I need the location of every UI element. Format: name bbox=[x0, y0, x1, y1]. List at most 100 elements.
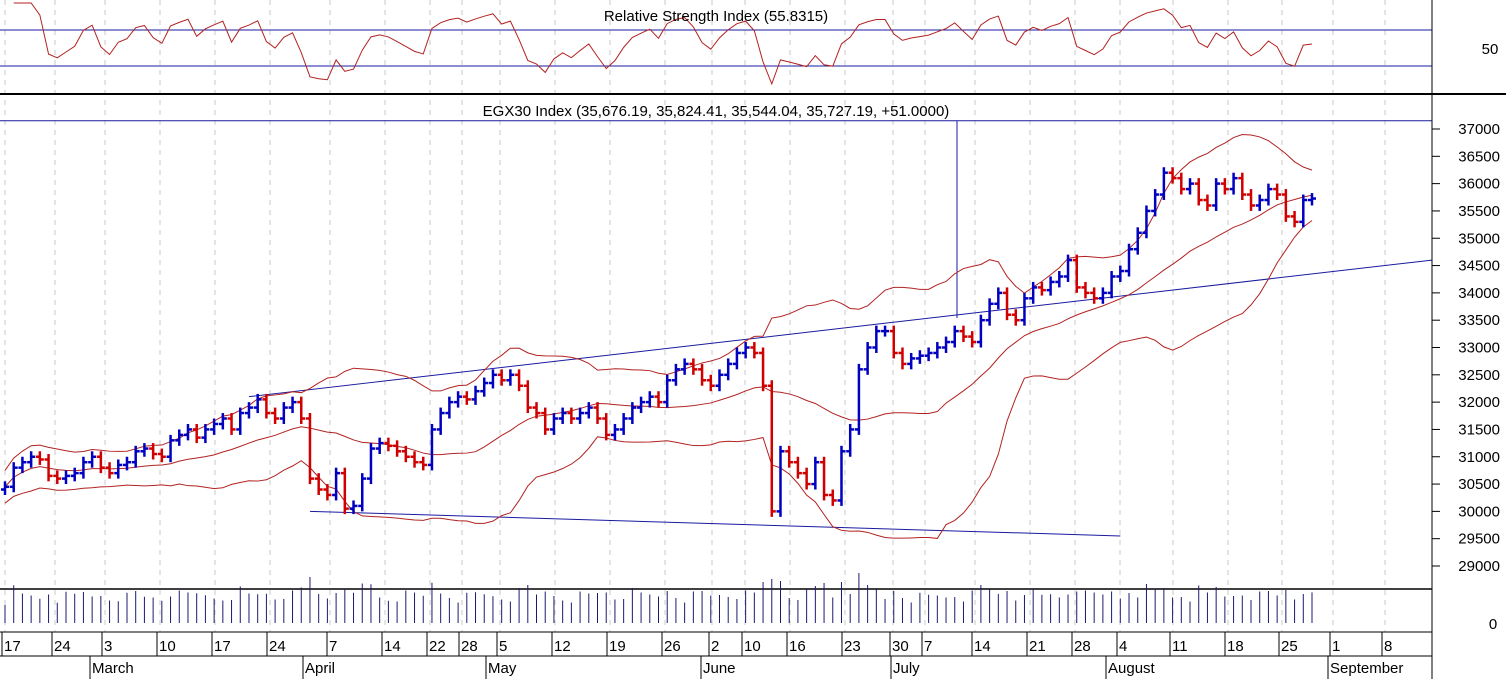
price-bar bbox=[1238, 172, 1247, 201]
price-bar bbox=[976, 314, 985, 348]
price-tick-label: 35000 bbox=[1458, 230, 1500, 247]
price-bar bbox=[1011, 309, 1020, 326]
price-bar bbox=[105, 462, 114, 479]
price-bar bbox=[968, 331, 977, 348]
day-label: 14 bbox=[384, 638, 401, 655]
price-tick-label: 32000 bbox=[1458, 394, 1500, 411]
price-bar bbox=[1247, 189, 1256, 211]
price-bar bbox=[759, 347, 768, 392]
price-bar bbox=[227, 413, 236, 435]
price-bar bbox=[942, 336, 951, 353]
price-bar bbox=[915, 350, 924, 364]
price-bar bbox=[558, 407, 567, 424]
price-bar bbox=[1168, 167, 1177, 184]
price-tick-label: 34500 bbox=[1458, 258, 1500, 275]
month-label: September bbox=[1330, 660, 1403, 677]
price-bar bbox=[532, 402, 541, 419]
price-bar bbox=[122, 456, 131, 471]
price-bar bbox=[96, 451, 105, 474]
price-title: EGX30 Index (35,676.19, 35,824.41, 35,54… bbox=[483, 103, 950, 120]
price-bar bbox=[846, 423, 855, 457]
price-bar bbox=[907, 352, 916, 370]
price-tick-label: 31500 bbox=[1458, 421, 1500, 438]
price-bar bbox=[933, 342, 942, 359]
day-label: 22 bbox=[429, 638, 446, 655]
day-label: 10 bbox=[744, 638, 761, 655]
price-bar bbox=[288, 396, 297, 414]
price-tick-label: 35500 bbox=[1458, 203, 1500, 220]
price-bar bbox=[1107, 271, 1116, 299]
price-tick-label: 36500 bbox=[1458, 148, 1500, 165]
price-bar bbox=[61, 470, 70, 485]
price-bar bbox=[610, 423, 619, 441]
price-bar bbox=[959, 325, 968, 343]
price-bar bbox=[218, 413, 227, 430]
price-bar bbox=[515, 369, 524, 392]
price-bar bbox=[53, 470, 62, 485]
day-label: 3 bbox=[104, 638, 112, 655]
price-bar bbox=[192, 423, 201, 444]
day-label: 17 bbox=[4, 638, 21, 655]
price-bar bbox=[9, 462, 18, 493]
rsi-line bbox=[13, 2, 1313, 86]
day-label: 24 bbox=[269, 638, 286, 655]
price-tick-label: 34000 bbox=[1458, 285, 1500, 302]
day-label: 28 bbox=[461, 638, 478, 655]
rsi-panel bbox=[0, 2, 1432, 86]
price-bar bbox=[1203, 194, 1212, 211]
price-bar bbox=[79, 456, 88, 479]
price-bar bbox=[1264, 183, 1273, 206]
volume-panel bbox=[4, 573, 1313, 623]
price-bar bbox=[750, 342, 759, 359]
price-bar bbox=[488, 369, 497, 389]
price-bar bbox=[314, 473, 323, 495]
price-bar bbox=[1133, 227, 1142, 255]
price-bar bbox=[271, 407, 280, 424]
price-bar bbox=[828, 489, 837, 506]
day-label: 12 bbox=[554, 638, 571, 655]
price-bar bbox=[1, 481, 9, 495]
trendline bbox=[248, 259, 1433, 398]
volume-tick-0: 0 bbox=[1489, 616, 1497, 633]
price-bar bbox=[506, 369, 515, 386]
price-bar bbox=[872, 325, 881, 353]
price-bar bbox=[471, 385, 480, 405]
price-bar bbox=[1177, 172, 1186, 195]
day-label: 7 bbox=[329, 638, 337, 655]
price-bar bbox=[802, 467, 811, 490]
price-bar bbox=[593, 402, 602, 424]
price-bar bbox=[898, 347, 907, 370]
month-label: May bbox=[488, 660, 517, 677]
day-label: 18 bbox=[1227, 638, 1244, 655]
price-bar bbox=[863, 342, 872, 375]
price-bar bbox=[1290, 210, 1299, 228]
month-label: June bbox=[703, 660, 736, 677]
price-bar bbox=[131, 445, 140, 468]
price-bar bbox=[619, 413, 628, 435]
price-bar bbox=[549, 413, 558, 435]
day-label: 7 bbox=[924, 638, 932, 655]
price-bar bbox=[358, 473, 367, 512]
price-bar bbox=[244, 402, 253, 419]
price-bar bbox=[706, 374, 715, 392]
price-bar bbox=[1229, 172, 1238, 195]
price-bar bbox=[1125, 243, 1134, 277]
price-bar bbox=[27, 451, 36, 468]
price-bar bbox=[1151, 189, 1160, 217]
price-bar bbox=[1003, 287, 1012, 321]
price-bar bbox=[35, 451, 44, 465]
price-bar bbox=[1029, 281, 1038, 304]
price-bar bbox=[384, 437, 393, 452]
day-label: 30 bbox=[892, 638, 909, 655]
price-bar bbox=[924, 347, 933, 362]
price-bar bbox=[1098, 287, 1107, 304]
day-label: 17 bbox=[214, 638, 231, 655]
price-bar bbox=[366, 443, 375, 485]
price-bar bbox=[1081, 281, 1090, 299]
price-bar bbox=[114, 459, 123, 479]
price-bar bbox=[1281, 189, 1290, 222]
price-tick-label: 31000 bbox=[1458, 449, 1500, 466]
price-bar bbox=[1046, 276, 1055, 296]
price-bar bbox=[1064, 254, 1073, 282]
